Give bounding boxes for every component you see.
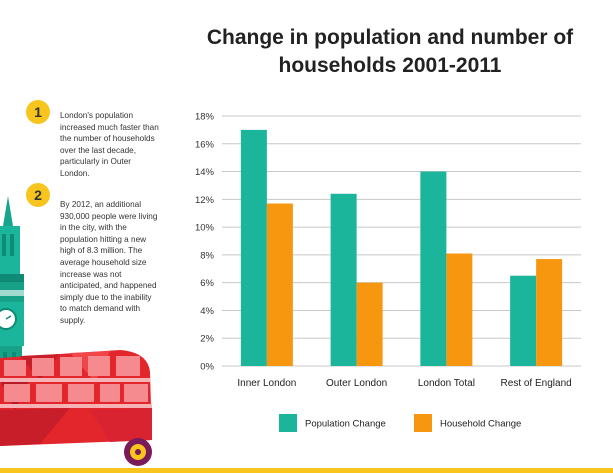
y-tick-label: 14% bbox=[195, 167, 215, 178]
legend-label-population: Population Change bbox=[305, 419, 386, 430]
y-tick-label: 18% bbox=[195, 112, 215, 123]
legend-swatch-household bbox=[414, 414, 432, 432]
y-tick-label: 4% bbox=[200, 306, 214, 317]
y-tick-label: 12% bbox=[195, 195, 215, 206]
y-tick-label: 8% bbox=[200, 250, 214, 261]
bottom-accent-bar bbox=[0, 468, 613, 473]
y-tick-label: 0% bbox=[200, 362, 214, 373]
y-axis-ticks: 0% 2% 4% 6% 8% 10% 12% 14% 16% 18% bbox=[195, 112, 215, 373]
legend-label-household: Household Change bbox=[440, 419, 521, 430]
y-tick-label: 6% bbox=[200, 278, 214, 289]
x-category-label: Rest of England bbox=[501, 378, 572, 389]
legend: Population Change Household Change bbox=[279, 414, 521, 432]
bars-layer bbox=[240, 129, 563, 366]
legend-swatch-population bbox=[279, 414, 297, 432]
note-1-text: London's population increased much faste… bbox=[60, 111, 159, 178]
x-category-label: Outer London bbox=[326, 378, 387, 389]
y-tick-label: 10% bbox=[195, 223, 215, 234]
bar-population-change bbox=[420, 171, 447, 366]
chart-title: Change in population and number of house… bbox=[190, 24, 590, 80]
y-tick-label: 16% bbox=[195, 139, 215, 150]
x-axis-categories: Inner London Outer London London Total Rest… bbox=[237, 378, 571, 389]
bar-household-change bbox=[446, 253, 473, 366]
bar-household-change bbox=[536, 259, 563, 366]
bar-population-change bbox=[510, 275, 537, 366]
bar-population-change bbox=[240, 129, 267, 366]
note-2-number-badge: 2 bbox=[26, 183, 50, 207]
chart-title-line-2: households 2001-2011 bbox=[278, 54, 502, 77]
bar-household-change bbox=[356, 282, 383, 366]
x-category-label: Inner London bbox=[237, 378, 296, 389]
bar-population-change bbox=[330, 193, 357, 366]
note-1-number-badge: 1 bbox=[26, 100, 50, 124]
bar-household-change bbox=[266, 203, 293, 366]
x-category-label: London Total bbox=[418, 378, 475, 389]
y-tick-label: 2% bbox=[200, 334, 214, 345]
chart-title-line-1: Change in population and number of bbox=[206, 26, 574, 49]
note-2-text: By 2012, an additional 930,000 people we… bbox=[60, 200, 158, 325]
